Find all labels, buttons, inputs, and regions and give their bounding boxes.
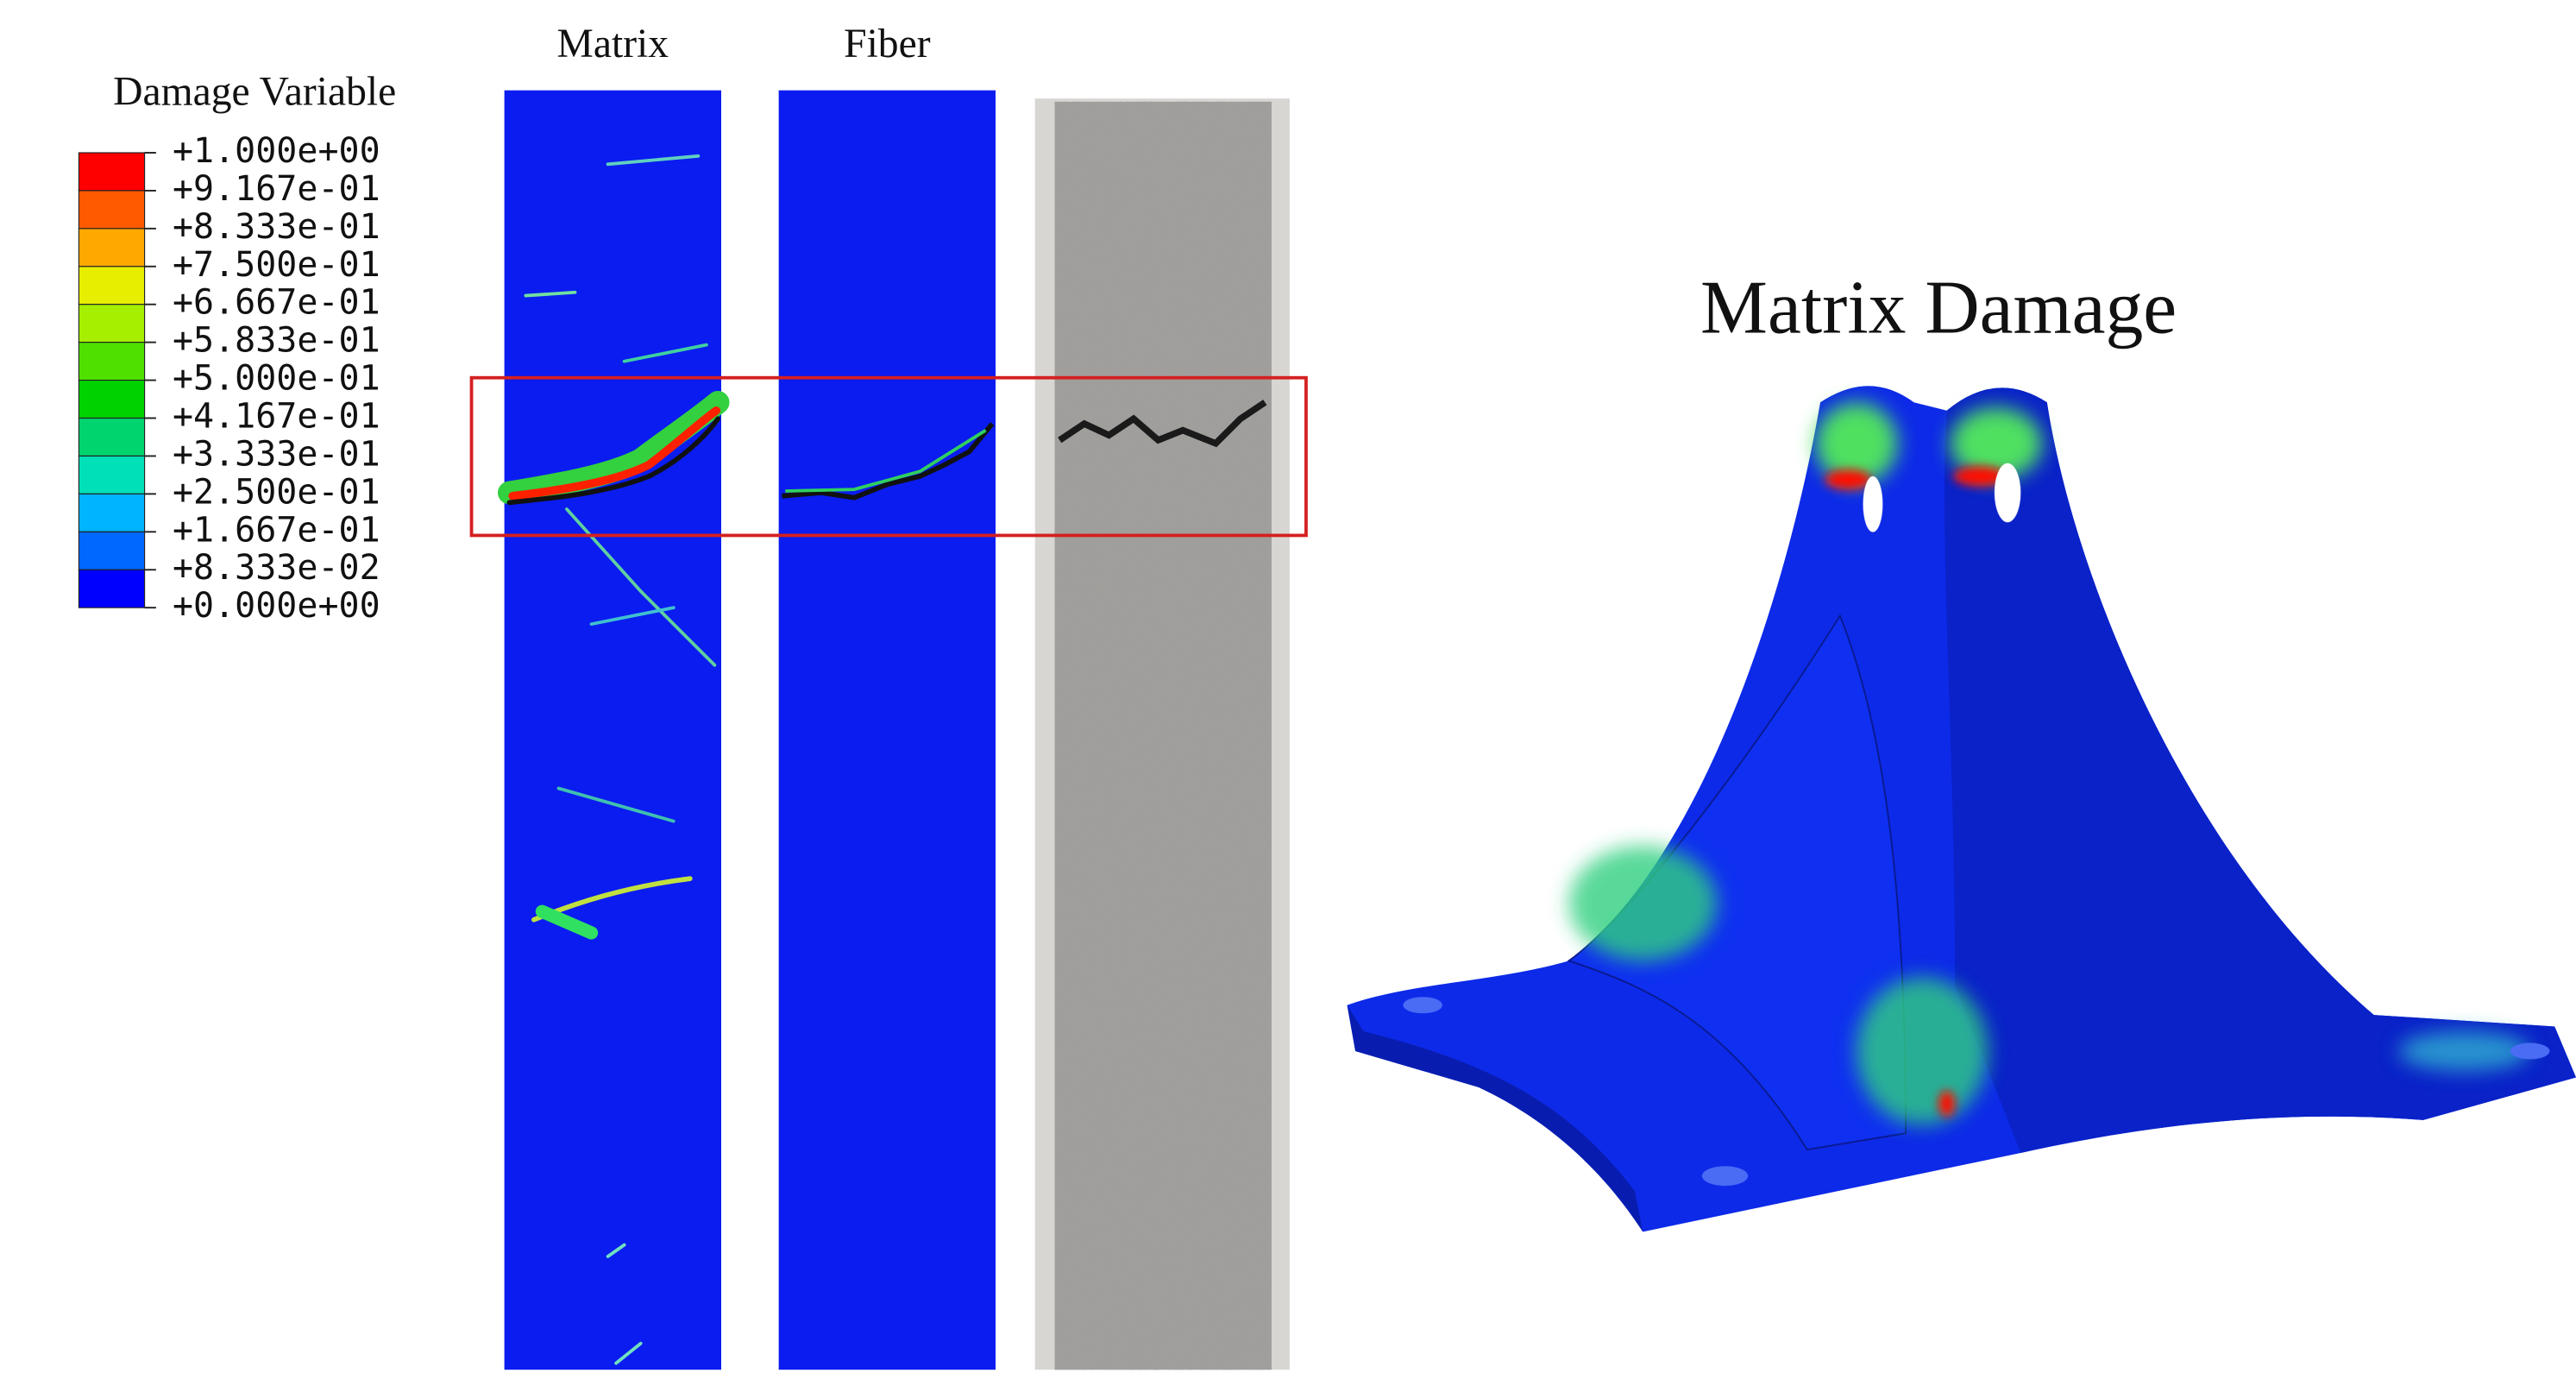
matrix-panel xyxy=(505,91,721,1370)
legend-swatch xyxy=(79,419,144,457)
page: {"legend": {"title": "Damage Variable", … xyxy=(0,0,2576,1373)
panel-label: Matrix xyxy=(557,22,669,66)
specimen-photo xyxy=(1035,98,1290,1370)
fiber-panel xyxy=(779,91,996,1370)
legend-label: +5.833e-01 xyxy=(173,321,380,361)
legend: +1.000e+00+9.167e-01+8.333e-01+7.500e-01… xyxy=(79,131,380,626)
part-title: Matrix Damage xyxy=(1700,266,2177,350)
legend-label: +8.333e-02 xyxy=(173,548,380,588)
legend-label: +3.333e-01 xyxy=(173,434,380,474)
legend-label: +8.333e-01 xyxy=(173,207,380,247)
legend-swatch xyxy=(79,381,144,419)
legend-swatch xyxy=(79,267,144,305)
legend-swatch xyxy=(79,191,144,229)
legend-label: +2.500e-01 xyxy=(173,472,380,512)
legend-label: +1.667e-01 xyxy=(173,510,380,550)
legend-swatch xyxy=(79,494,144,532)
figure: Damage Variable +1.000e+00+9.167e-01+8.3… xyxy=(0,0,2576,1373)
bolt-hole xyxy=(1403,997,1442,1013)
legend-label: +1.000e+00 xyxy=(173,131,380,171)
legend-swatch xyxy=(79,153,144,191)
legend-swatch xyxy=(79,343,144,381)
bolt-hole xyxy=(1702,1166,1748,1186)
legend-swatch xyxy=(79,570,144,608)
legend-swatch xyxy=(79,456,144,494)
legend-swatch xyxy=(79,532,144,570)
part-model xyxy=(1348,386,2576,1231)
fiber-field xyxy=(779,91,996,1370)
legend-label: +6.667e-01 xyxy=(173,283,380,323)
legend-swatch xyxy=(79,305,144,343)
legend-label: +5.000e-01 xyxy=(173,359,380,399)
lug-hole xyxy=(1995,463,2020,523)
legend-label: +7.500e-01 xyxy=(173,245,380,285)
legend-label: +4.167e-01 xyxy=(173,397,380,437)
lug-hole xyxy=(1863,476,1883,532)
bolt-hole xyxy=(2510,1042,2550,1059)
legend-title: Damage Variable xyxy=(113,69,396,114)
legend-label: +0.000e+00 xyxy=(173,586,380,626)
photo-speckle xyxy=(1055,102,1272,1370)
legend-swatch xyxy=(79,229,144,267)
panel-label: Fiber xyxy=(844,22,931,66)
legend-label: +9.167e-01 xyxy=(173,169,380,209)
matrix-field xyxy=(505,91,721,1370)
